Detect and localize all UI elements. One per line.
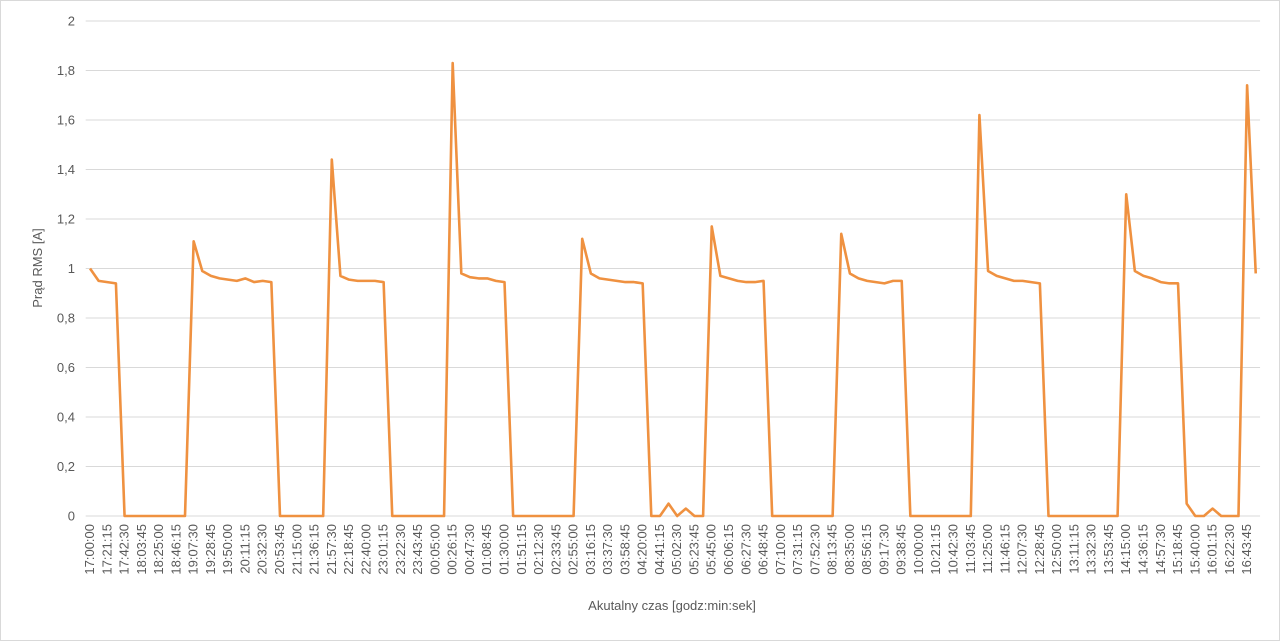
x-tick-label: 07:31:15 [790, 524, 805, 575]
x-tick-label: 02:33:45 [548, 524, 563, 575]
x-tick-label: 02:12:30 [531, 524, 546, 575]
x-tick-label: 09:38:45 [894, 524, 909, 575]
x-tick-label: 19:07:30 [186, 524, 201, 575]
x-tick-label: 23:01:15 [376, 524, 391, 575]
x-tick-label: 18:25:00 [151, 524, 166, 575]
x-tick-label: 16:43:45 [1239, 524, 1254, 575]
x-tick-label: 20:53:45 [272, 524, 287, 575]
y-tick-label: 1,2 [57, 212, 75, 227]
x-tick-label: 06:48:45 [756, 524, 771, 575]
x-tick-label: 12:50:00 [1049, 524, 1064, 575]
y-tick-label: 0,6 [57, 360, 75, 375]
x-tick-label: 09:17:30 [876, 524, 891, 575]
x-tick-label: 03:58:45 [617, 524, 632, 575]
x-tick-label: 05:45:00 [704, 524, 719, 575]
x-tick-label: 08:13:45 [825, 524, 840, 575]
x-tick-label: 06:06:15 [721, 524, 736, 575]
x-tick-label: 02:55:00 [566, 524, 581, 575]
x-tick-label: 22:40:00 [358, 524, 373, 575]
x-tick-label: 00:26:15 [445, 524, 460, 575]
x-tick-label: 22:18:45 [341, 524, 356, 575]
x-tick-label: 21:57:30 [324, 524, 339, 575]
x-tick-label: 13:32:30 [1084, 524, 1099, 575]
x-tick-label: 01:30:00 [496, 524, 511, 575]
x-tick-label: 05:02:30 [669, 524, 684, 575]
data-line [88, 61, 1258, 518]
y-tick-label: 0 [68, 509, 75, 524]
x-tick-label: 23:22:30 [393, 524, 408, 575]
x-tick-label: 23:43:45 [410, 524, 425, 575]
x-tick-label: 08:35:00 [842, 524, 857, 575]
x-tick-label: 10:21:15 [928, 524, 943, 575]
x-tick-label: 21:36:15 [307, 524, 322, 575]
y-axis-label: Prąd RMS [A] [30, 228, 45, 307]
x-tick-label: 06:27:30 [738, 524, 753, 575]
y-tick-label: 1,6 [57, 113, 75, 128]
y-tick-label: 2 [68, 14, 75, 29]
x-tick-label: 15:40:00 [1187, 524, 1202, 575]
y-tick-label: 0,8 [57, 311, 75, 326]
x-tick-label: 01:08:45 [479, 524, 494, 575]
x-tick-label: 17:21:15 [99, 524, 114, 575]
x-tick-label: 04:20:00 [635, 524, 650, 575]
x-tick-label: 12:07:30 [1015, 524, 1030, 575]
x-tick-label: 13:11:15 [1066, 524, 1081, 574]
x-tick-label: 11:46:15 [997, 524, 1012, 574]
x-tick-label: 10:42:30 [946, 524, 961, 575]
x-tick-label: 00:47:30 [462, 524, 477, 575]
y-tick-label: 0,4 [57, 410, 75, 425]
x-tick-label: 07:10:00 [773, 524, 788, 575]
x-tick-label: 03:16:15 [583, 524, 598, 575]
x-tick-label: 21:15:00 [289, 524, 304, 575]
x-tick-label: 05:23:45 [686, 524, 701, 575]
y-tick-label: 1,8 [57, 63, 75, 78]
x-tick-label: 18:03:45 [134, 524, 149, 575]
x-tick-label: 11:03:45 [963, 524, 978, 574]
x-tick-label: 13:53:45 [1101, 524, 1116, 575]
y-tick-label: 1,4 [57, 162, 75, 177]
x-tick-label: 03:37:30 [600, 524, 615, 575]
y-tick-label: 1 [68, 261, 75, 276]
x-tick-label: 14:15:00 [1118, 524, 1133, 575]
x-tick-label: 17:00:00 [82, 524, 97, 575]
x-tick-label: 15:18:45 [1170, 524, 1185, 575]
x-tick-label: 01:51:15 [514, 524, 529, 575]
x-tick-label: 11:25:00 [980, 524, 995, 574]
x-tick-label: 16:22:30 [1222, 524, 1237, 575]
x-tick-label: 17:42:30 [117, 524, 132, 575]
x-axis-label: Akutalny czas [godz:min:sek] [588, 598, 756, 613]
x-tick-label: 14:57:30 [1153, 524, 1168, 575]
x-tick-label: 04:41:15 [652, 524, 667, 575]
x-tick-label: 16:01:15 [1205, 524, 1220, 575]
x-tick-label: 20:32:30 [255, 524, 270, 575]
x-tick-label: 00:05:00 [427, 524, 442, 575]
y-tick-label: 0,2 [57, 459, 75, 474]
x-tick-label: 08:56:15 [859, 524, 874, 575]
x-tick-label: 19:50:00 [220, 524, 235, 575]
x-tick-label: 19:28:45 [203, 524, 218, 575]
x-tick-label: 14:36:15 [1135, 524, 1150, 575]
x-tick-label: 18:46:15 [168, 524, 183, 575]
x-tick-label: 12:28:45 [1032, 524, 1047, 575]
x-tick-label: 20:11:15 [237, 524, 252, 574]
x-tick-label: 07:52:30 [807, 524, 822, 575]
x-tick-label: 10:00:00 [911, 524, 926, 575]
